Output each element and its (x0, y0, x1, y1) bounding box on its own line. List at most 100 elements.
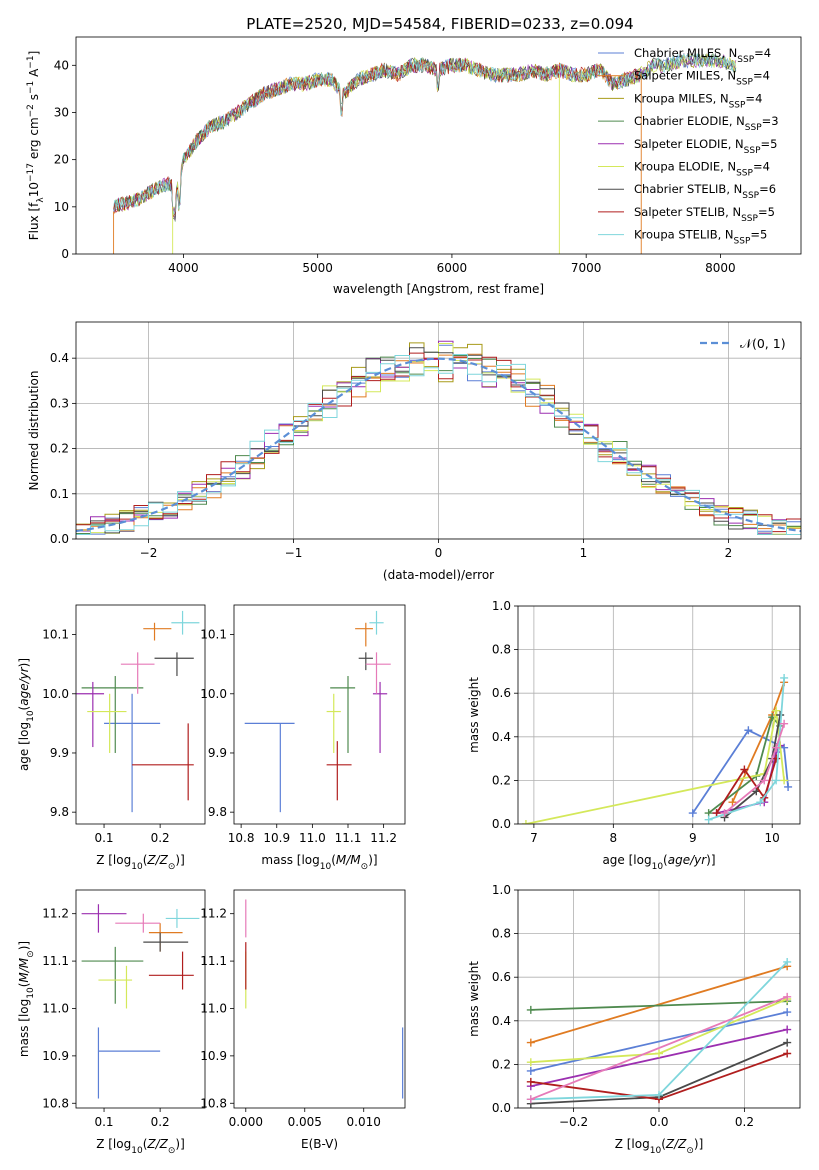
y-tick-label: 10.0 (42, 687, 69, 701)
y-axis-label-part: s (27, 94, 41, 104)
ticks-spectrum: 4000 5000 6000 7000 8000 0 10 20 30 40 (54, 58, 736, 275)
weight-marker (783, 1049, 792, 1058)
legend-entry-part: SSP (742, 191, 759, 201)
legend-entry-part: , N (729, 114, 745, 128)
y-tick-label: 0.6 (492, 970, 511, 984)
y-tick-label: 0.4 (492, 730, 511, 744)
legend-entry-part: 4 (763, 160, 770, 174)
x-axis-label-part: )] (694, 1137, 703, 1151)
x-axis-label: Z [log10(Z/Z⊙)] (96, 1137, 185, 1156)
legend-entry-part: = (758, 205, 768, 219)
weight-line (530, 1011, 788, 1072)
y-axis-label-part: age/yr (17, 666, 31, 705)
legend-entry-part: SSP (734, 237, 751, 247)
weight-line (708, 715, 781, 814)
x-axis-label-part: ( (331, 853, 336, 867)
y-axis-label-part: age [log (17, 722, 31, 771)
y-axis-label-part: ⊙ (26, 950, 36, 958)
weight-marker (712, 809, 721, 818)
x-axis-label-part: )] (368, 853, 377, 867)
y-axis-label-part: λ (36, 197, 46, 203)
legend-entry-part: = (761, 137, 771, 151)
x-axis-label-part: ( (661, 1137, 666, 1151)
panel-mass-vs-Z: 0.1 0.210.810.911.011.111.2Z [log10(Z/Z⊙)… (17, 889, 206, 1156)
y-tick-label: 11.2 (200, 907, 227, 921)
ticks-residuals: −2 −1 0 1 2 0.0 0.1 0.2 0.3 0.4 (50, 351, 732, 560)
legend-entry-part: Kroupa MILES (634, 91, 713, 105)
legend-entry-part: SSP (741, 214, 758, 224)
legend-entry-part: , N (713, 91, 729, 105)
plot-area-mass-vs-Z (81, 904, 200, 1099)
y-tick-label: 0.8 (492, 927, 511, 941)
x-tick-label: 0.005 (288, 1115, 322, 1129)
legend-entry: Kroupa STELIB, NSSP=5 (634, 228, 767, 247)
y-tick-label: 10.0 (200, 687, 227, 701)
legend-entry-part: , N (721, 46, 737, 60)
x-tick-label: 0.0 (649, 1115, 668, 1129)
axes-frame (75, 36, 802, 255)
legend-entry-part: Chabrier MILES (634, 46, 721, 60)
y-tick-label: 0.4 (50, 351, 69, 365)
weight-marker (526, 1066, 535, 1075)
weight-marker (780, 719, 789, 728)
legend-entry-part: , N (720, 69, 736, 83)
panel-weight-vs-age: 7 8 9 10 0.0 0.2 0.4 0.6 0.8 1.0 mass weight age [l… (467, 599, 801, 872)
weight-marker (783, 992, 792, 1001)
weight-marker (521, 820, 530, 824)
x-axis-label-part: Z [log (96, 1137, 131, 1151)
y-axis-label-part: mass [log (17, 999, 31, 1057)
weight-line (530, 965, 788, 1044)
legend-entry: Salpeter ELODIE, NSSP=5 (634, 137, 777, 156)
histogram-step (76, 354, 801, 535)
legend-entry: Chabrier MILES, NSSP=4 (634, 46, 771, 65)
x-axis-label-part: age/yr (668, 853, 707, 867)
x-axis-label: (data-model)/error (383, 568, 494, 582)
weight-marker (772, 754, 781, 763)
y-tick-label: 10.9 (42, 1049, 69, 1063)
y-axis-label-part: M/M (17, 957, 31, 982)
weight-marker (526, 1038, 535, 1047)
plot-area-weight-vs-age (518, 606, 800, 824)
legend-entry-part: Chabrier ELODIE (634, 114, 729, 128)
weight-marker (526, 1005, 535, 1014)
spectrum-line (113, 53, 736, 220)
ticks-weight-vs-age: 7 8 9 10 0.0 0.2 0.4 0.6 0.8 1.0 (492, 599, 780, 845)
x-axis-label-part: ( (663, 853, 668, 867)
ticks-mass-vs-Z: 0.1 0.2 10.8 10.9 11.0 11.1 11.2 (42, 907, 169, 1129)
y-axis-label-part: 10 (26, 987, 36, 999)
x-axis-label-part: Z [log (96, 853, 131, 867)
y-axis-label-part: ( (17, 706, 31, 711)
legend-entry-part: 5 (760, 228, 767, 242)
x-tick-label: 9 (689, 831, 697, 845)
y-axis-label-part: 10 (27, 182, 41, 197)
x-axis-label-part: ⊙ (168, 1146, 176, 1156)
legend-entry-part: = (745, 91, 755, 105)
y-axis-label: mass weight (467, 677, 481, 753)
weight-marker (784, 782, 793, 791)
legend-entry-part: Chabrier STELIB (634, 182, 726, 196)
legend-entry-part: 5 (768, 205, 775, 219)
y-axis-label-part: −2 (26, 104, 36, 117)
y-axis-label-part: −1 (26, 55, 36, 68)
y-tick-label: 11.0 (42, 1001, 69, 1015)
weight-marker (526, 1077, 535, 1086)
weight-marker (526, 1058, 535, 1067)
weight-marker (720, 809, 729, 818)
legend-entry-part: = (759, 182, 769, 196)
x-tick-label: 1 (580, 546, 588, 560)
y-axis-label: Flux [fλ10−17 erg cm−2 s−1 A−1] (26, 51, 46, 241)
y-tick-label: 11.0 (200, 1001, 227, 1015)
x-tick-label: 6000 (437, 261, 468, 275)
y-tick-label: 1.0 (492, 883, 511, 897)
weight-marker (780, 673, 789, 682)
weight-line (708, 677, 785, 821)
x-tick-label: 0.2 (735, 1115, 754, 1129)
x-axis-label-part: 10 (650, 1146, 662, 1156)
y-tick-label: 1.0 (492, 599, 511, 613)
weight-marker (655, 1090, 663, 1099)
x-axis-label: Z [log10(Z/Z⊙)] (615, 1137, 704, 1156)
y-tick-label: 0.6 (492, 686, 511, 700)
weight-line (723, 723, 785, 814)
y-tick-label: 10.1 (42, 628, 69, 642)
x-tick-label: 0.2 (151, 831, 170, 845)
